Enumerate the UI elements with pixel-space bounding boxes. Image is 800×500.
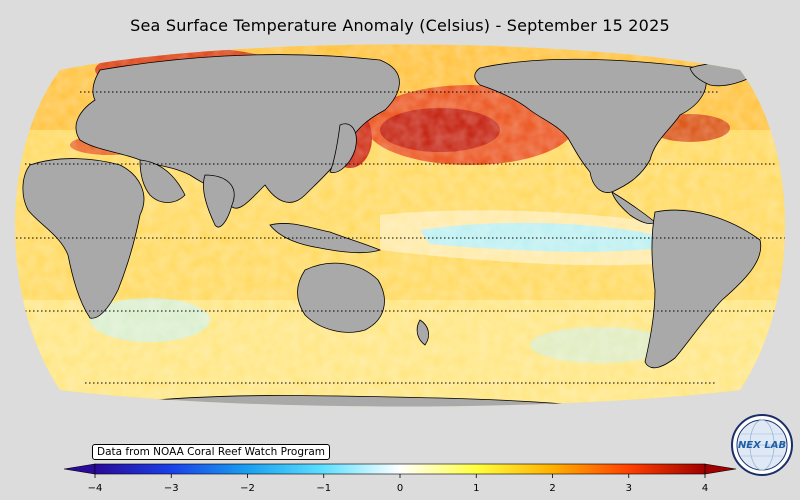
colorbar-gradient	[94, 463, 706, 475]
colorbar-tick-label: 2	[549, 483, 556, 494]
arabia	[139, 159, 186, 203]
colorbar-tick-label: −1	[316, 483, 332, 494]
australia	[297, 262, 385, 333]
central-america	[611, 191, 656, 224]
sst-anomaly-map	[15, 44, 785, 407]
map-title: Sea Surface Temperature Anomaly (Celsius…	[130, 16, 670, 35]
colorbar	[63, 463, 737, 478]
colorbar-tick-label: −3	[163, 483, 179, 494]
colorbar-tick-label: −4	[87, 483, 103, 494]
colorbar-tick-label: −2	[240, 483, 255, 494]
data-credit-label: Data from NOAA Coral Reef Watch Program	[92, 444, 330, 460]
colorbar-ticks	[94, 474, 706, 478]
south-america	[644, 209, 762, 369]
colorbar-tick-label: 1	[473, 483, 480, 494]
africa	[22, 158, 145, 319]
latitude-gridlines	[15, 91, 785, 384]
colorbar-tick-label: 0	[396, 483, 404, 494]
colorbar-tick-label: 4	[701, 483, 709, 494]
japan	[329, 123, 357, 173]
eurasia	[75, 54, 400, 209]
logo-text: NEX LAB	[738, 440, 786, 451]
colorbar-right-arrow	[704, 463, 737, 475]
colorbar-left-arrow	[63, 463, 96, 475]
india	[203, 174, 235, 228]
colorbar-tick-label: 3	[625, 483, 632, 494]
new-zealand	[416, 319, 430, 346]
nexlab-globe-logo: NEX LAB	[731, 414, 793, 476]
